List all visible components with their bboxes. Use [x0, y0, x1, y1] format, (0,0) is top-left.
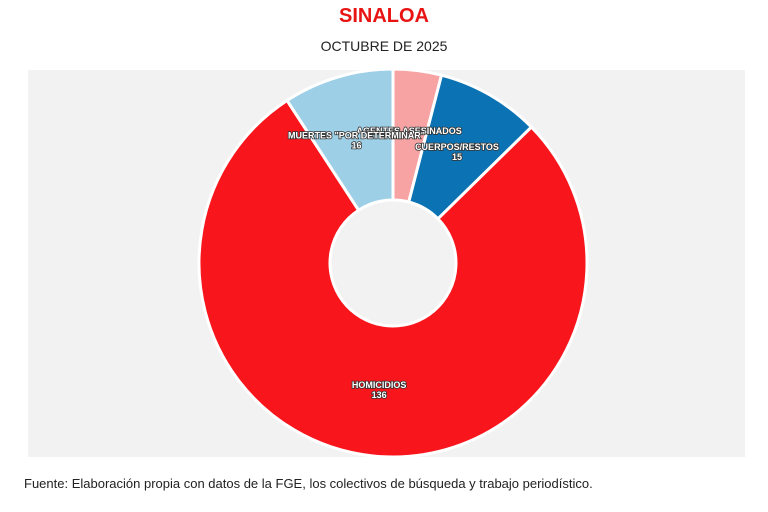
chart-title: SINALOA: [339, 5, 429, 27]
slice-label: CUERPOS/RESTOS: [415, 142, 499, 152]
chart-subtitle: OCTUBRE DE 2025: [321, 38, 448, 54]
slice-value: 136: [372, 390, 387, 400]
donut: [197, 67, 589, 459]
slice-label: MUERTES "POR DETERMINAR": [288, 130, 425, 140]
slice-label: AGENTES ASESINADOS: [357, 126, 462, 136]
slice-label: HOMICIDIOS: [352, 380, 407, 390]
source-note: Fuente: Elaboración propia con datos de …: [24, 476, 593, 491]
slice-value: 16: [352, 140, 362, 150]
slice-value: 15: [452, 152, 462, 162]
slice: [284, 67, 395, 213]
slice: [197, 98, 589, 459]
